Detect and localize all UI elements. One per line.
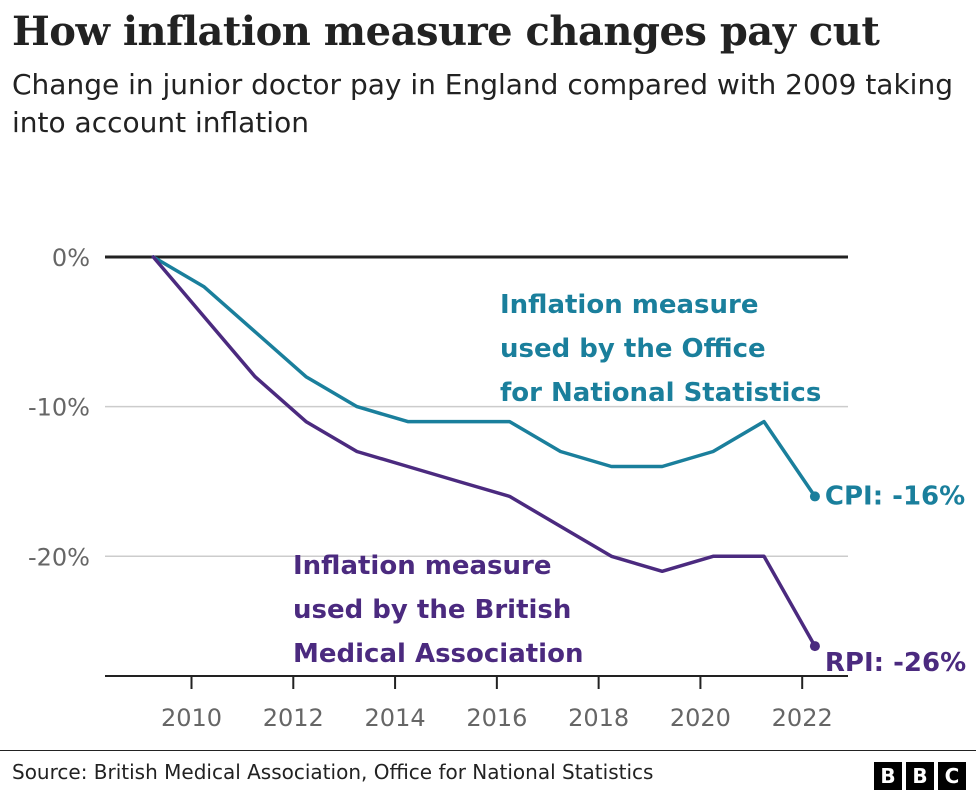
x-tick-label: 2018 bbox=[568, 704, 629, 732]
x-tick-label: 2014 bbox=[365, 704, 426, 732]
series-end-label-rpi: RPI: -26% bbox=[825, 648, 966, 678]
y-tick-label: 0% bbox=[52, 244, 90, 272]
series-line-cpi bbox=[151, 255, 817, 499]
y-tick-label: -20% bbox=[28, 543, 90, 571]
logo-letter: C bbox=[938, 762, 966, 790]
series-annotation-cpi: Inflation measure bbox=[500, 290, 758, 320]
series-end-point-cpi bbox=[809, 491, 820, 502]
series-annotation-cpi: used by the Office bbox=[500, 334, 766, 364]
x-tick-label: 2020 bbox=[670, 704, 731, 732]
logo-letter: B bbox=[874, 762, 902, 790]
logo-letter: B bbox=[906, 762, 934, 790]
series-end-label-cpi: CPI: -16% bbox=[825, 481, 965, 511]
series-end-point-rpi bbox=[809, 641, 820, 652]
x-tick-label: 2012 bbox=[263, 704, 324, 732]
series-annotation-rpi: Inflation measure bbox=[293, 551, 551, 581]
series-line-rpi bbox=[151, 255, 817, 648]
x-tick-label: 2016 bbox=[466, 704, 527, 732]
series-annotation-cpi: for National Statistics bbox=[500, 378, 821, 408]
x-tick-label: 2022 bbox=[772, 704, 833, 732]
footer-divider bbox=[0, 750, 976, 751]
series-annotation-rpi: Medical Association bbox=[293, 639, 583, 669]
series-annotation-rpi: used by the British bbox=[293, 595, 571, 625]
x-tick-label: 2010 bbox=[161, 704, 222, 732]
source-note: Source: British Medical Association, Off… bbox=[12, 760, 654, 784]
chart-title: How inflation measure changes pay cut bbox=[12, 8, 880, 55]
bbc-logo: B B C bbox=[874, 762, 966, 790]
line-chart: 0% -10% -20% 2010 2012 2014 2016 2018 2020 2022 CP… bbox=[28, 244, 966, 732]
y-tick-label: -10% bbox=[28, 394, 90, 422]
chart-subtitle: Change in junior doctor pay in England c… bbox=[12, 68, 953, 139]
